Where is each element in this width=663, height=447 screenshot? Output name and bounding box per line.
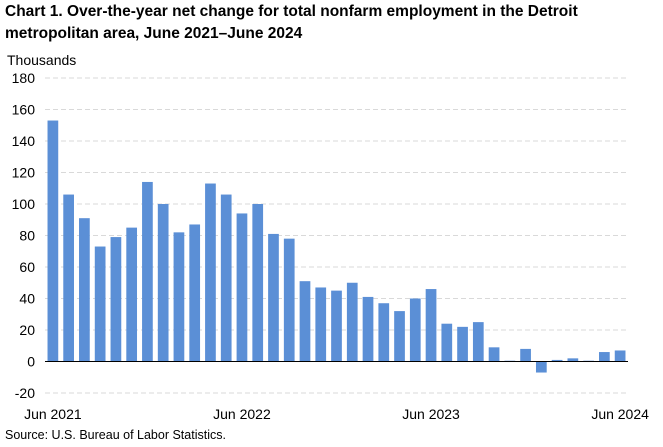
bar bbox=[457, 326, 468, 362]
bar bbox=[94, 246, 106, 362]
y-tick-label: 0 bbox=[27, 354, 35, 370]
bar bbox=[315, 287, 327, 362]
bars bbox=[47, 120, 626, 373]
y-tick-label: -20 bbox=[15, 385, 35, 401]
bar bbox=[520, 348, 531, 362]
chart-title-line-1: Chart 1. Over-the-year net change for to… bbox=[5, 3, 578, 20]
y-tick-label: 120 bbox=[12, 165, 36, 181]
y-tick-label: 100 bbox=[12, 196, 36, 212]
x-tick-label: Jun 2022 bbox=[213, 406, 271, 422]
bar bbox=[409, 298, 421, 362]
bar bbox=[441, 323, 453, 362]
bar bbox=[551, 359, 563, 362]
y-tick-label: 140 bbox=[12, 133, 36, 149]
bar bbox=[488, 347, 500, 362]
x-axis-tick-labels: Jun 2021 Jun 2022 Jun 2023 Jun 2024 bbox=[24, 406, 649, 422]
bar bbox=[614, 350, 626, 362]
bar bbox=[346, 282, 358, 362]
x-tick-label: Jun 2021 bbox=[24, 406, 82, 422]
chart-title: Chart 1. Over-the-year net change for to… bbox=[5, 1, 655, 45]
bar bbox=[205, 183, 216, 362]
y-tick-label: 180 bbox=[12, 70, 36, 86]
bar bbox=[110, 237, 122, 362]
bar bbox=[126, 227, 138, 362]
bar bbox=[47, 120, 59, 362]
y-tick-label: 160 bbox=[12, 102, 36, 118]
x-tick-label: Jun 2023 bbox=[402, 406, 460, 422]
bar bbox=[425, 289, 437, 362]
bar bbox=[142, 181, 153, 362]
bar bbox=[220, 194, 232, 362]
chart-title-line-2: metropolitan area, June 2021–June 2024 bbox=[5, 25, 303, 42]
bar bbox=[268, 233, 279, 362]
bar bbox=[567, 358, 579, 362]
bar bbox=[252, 204, 264, 362]
y-tick-label: 20 bbox=[19, 322, 35, 338]
bar bbox=[599, 352, 610, 362]
y-axis-tick-labels: -20 0 20 40 60 80 100 120 140 160 180 bbox=[12, 70, 36, 401]
bar bbox=[362, 296, 374, 362]
bar bbox=[472, 322, 484, 362]
y-axis-unit-label: Thousands bbox=[7, 52, 77, 68]
y-tick-label: 60 bbox=[19, 259, 35, 275]
bar bbox=[189, 224, 201, 362]
y-tick-label: 80 bbox=[19, 228, 35, 244]
bar bbox=[331, 290, 342, 362]
bar bbox=[79, 218, 90, 362]
bar bbox=[173, 232, 185, 362]
bar bbox=[283, 238, 295, 362]
bar bbox=[299, 281, 311, 362]
source-note: Source: U.S. Bureau of Labor Statistics. bbox=[5, 428, 226, 442]
bar bbox=[236, 213, 248, 362]
bar bbox=[535, 361, 547, 373]
bar bbox=[394, 311, 405, 362]
bar bbox=[378, 303, 390, 362]
bar bbox=[63, 194, 74, 362]
bar bbox=[157, 204, 169, 362]
x-tick-label: Jun 2024 bbox=[591, 406, 649, 422]
y-tick-label: 40 bbox=[19, 291, 35, 307]
